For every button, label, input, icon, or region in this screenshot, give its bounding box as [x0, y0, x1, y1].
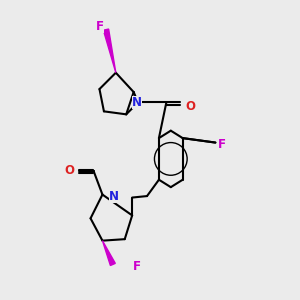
Text: O: O	[64, 164, 74, 177]
Polygon shape	[102, 241, 115, 266]
Text: F: F	[96, 20, 104, 33]
Text: F: F	[133, 260, 141, 273]
Polygon shape	[103, 29, 116, 73]
Text: F: F	[218, 138, 226, 151]
Text: N: N	[109, 190, 119, 202]
Text: O: O	[186, 100, 196, 113]
Text: N: N	[132, 96, 142, 109]
